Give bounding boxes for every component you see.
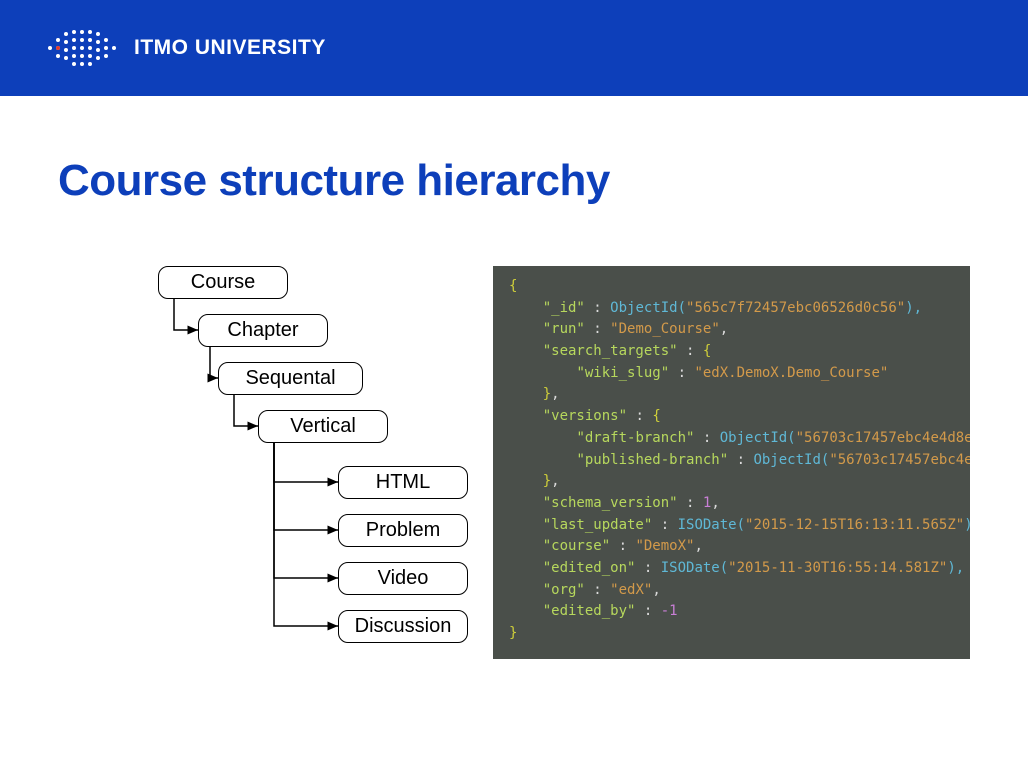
tree-node-video: Video [338,562,468,595]
hierarchy-tree: CourseChapterSequentalVerticalHTMLProble… [78,266,461,666]
body-row: Course Chapter Sequental Vertical HTML Proble… [58,266,970,666]
page-title: Course structure hierarchy [58,156,970,206]
code-line: "org" : "edX", [509,580,954,602]
code-line: }, [509,471,954,493]
tree-node-vertical: Vertical [258,410,388,443]
code-line: "edited_on" : ISODate("2015-11-30T16:55:… [509,558,954,580]
code-line: "wiki_slug" : "edX.DemoX.Demo_Course" [509,363,954,385]
header-bar: ITMO UNIVERSITY [0,0,1028,96]
code-line: } [509,623,954,645]
slide-content: Course structure hierarchy Course Chapter… [0,96,1028,666]
tree-node-chapter: Chapter [198,314,328,347]
code-line: "schema_version" : 1, [509,493,954,515]
code-line: "course" : "DemoX", [509,536,954,558]
code-line: "search_targets" : { [509,341,954,363]
code-line: "edited_by" : -1 [509,601,954,623]
tree-node-html: HTML [338,466,468,499]
tree-node-discussion: Discussion [338,610,468,643]
logo: ITMO UNIVERSITY [44,26,326,70]
tree-node-problem: Problem [338,514,468,547]
code-line: "_id" : ObjectId("565c7f72457ebc06526d0c… [509,298,954,320]
tree-node-sequental: Sequental [218,362,363,395]
json-code-block: { "_id" : ObjectId("565c7f72457ebc06526d… [493,266,970,659]
code-line: "draft-branch" : ObjectId("56703c17457eb… [509,428,954,450]
code-line: "versions" : { [509,406,954,428]
tree-node-course: Course [158,266,288,299]
code-line: "run" : "Demo_Course", [509,319,954,341]
logo-dots-icon [44,26,120,70]
code-line: { [509,276,954,298]
code-line: "published-branch" : ObjectId("56703c174… [509,450,954,472]
logo-text: ITMO UNIVERSITY [134,36,326,60]
code-line: }, [509,384,954,406]
code-line: "last_update" : ISODate("2015-12-15T16:1… [509,515,954,537]
